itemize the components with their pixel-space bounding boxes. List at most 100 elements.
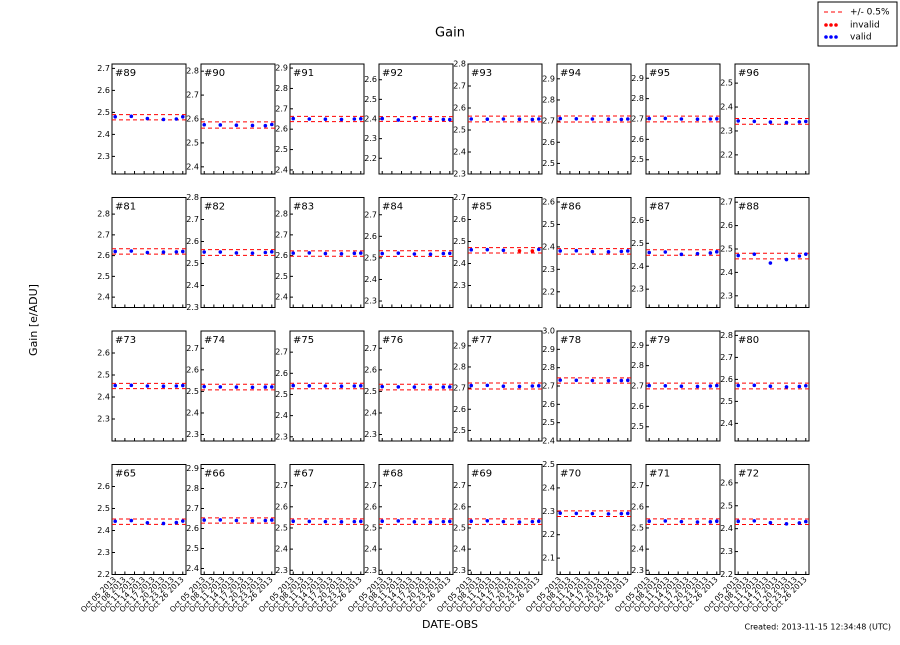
y-tick-label: 2.6 <box>720 221 733 230</box>
y-tick-label: 2.9 <box>275 64 288 73</box>
y-tick-label: 2.7 <box>275 481 288 490</box>
y-tick-label: 2.6 <box>364 502 377 511</box>
point-valid <box>647 116 652 121</box>
y-tick-label: 2.8 <box>542 95 555 104</box>
y-tick-label: 2.4 <box>453 259 466 268</box>
y-tick-label: 2.9 <box>453 341 466 350</box>
y-tick-label: 2.7 <box>720 353 733 362</box>
panel-label: #78 <box>560 335 581 346</box>
point-valid <box>250 123 255 128</box>
point-valid <box>606 378 611 383</box>
point-valid <box>129 518 134 523</box>
point-valid <box>291 116 296 121</box>
point-valid <box>358 519 363 524</box>
y-tick-label: 2.9 <box>631 74 644 83</box>
point-valid <box>161 250 166 254</box>
y-tick-label: 2.6 <box>364 365 377 374</box>
y-tick-label: 2.1 <box>542 554 555 563</box>
point-valid <box>574 511 579 516</box>
point-valid <box>307 117 312 121</box>
y-tick-label: 2.5 <box>542 460 555 469</box>
point-valid <box>218 385 223 389</box>
y-tick-label: 2.4 <box>275 165 288 174</box>
panel-label: #86 <box>560 202 581 213</box>
point-valid <box>291 251 296 255</box>
point-valid <box>517 520 522 524</box>
point-valid <box>784 385 789 389</box>
point-valid <box>380 116 385 121</box>
y-tick-label: 2.5 <box>275 390 288 399</box>
point-valid <box>234 518 239 523</box>
y-tick-label: 2.8 <box>275 210 288 219</box>
panel-frame <box>645 197 721 308</box>
point-valid <box>679 519 684 524</box>
point-valid <box>536 519 541 523</box>
y-tick-label: 2.5 <box>364 523 377 532</box>
point-valid <box>113 383 118 388</box>
y-tick-label: 2.4 <box>364 545 377 554</box>
panel-label: #67 <box>293 469 314 480</box>
y-tick-label: 2.5 <box>631 155 644 164</box>
point-valid <box>574 378 579 383</box>
point-valid <box>145 250 150 255</box>
panel-frame <box>378 197 454 308</box>
legend-label: +/- 0.5% <box>850 8 890 18</box>
point-valid <box>517 117 522 122</box>
panel-frame <box>289 197 365 308</box>
point-valid <box>263 518 268 523</box>
y-tick-label: 2.4 <box>720 524 733 533</box>
point-valid <box>708 384 713 388</box>
point-valid <box>485 383 490 388</box>
legend-marker <box>834 23 838 27</box>
y-tick-label: 2.8 <box>631 361 644 370</box>
point-valid <box>129 114 134 119</box>
point-valid <box>428 117 433 121</box>
point-valid <box>695 117 700 122</box>
panel-label: #76 <box>382 335 403 346</box>
point-valid <box>339 384 344 389</box>
point-valid <box>129 383 134 388</box>
point-valid <box>647 519 652 523</box>
point-valid <box>714 250 719 254</box>
point-valid <box>352 251 357 256</box>
y-tick-label: 2.5 <box>453 426 466 435</box>
y-tick-label: 2.5 <box>453 237 466 246</box>
point-valid <box>412 385 417 389</box>
point-valid <box>501 248 506 253</box>
y-tick-label: 2.4 <box>97 293 110 302</box>
point-valid <box>202 384 207 389</box>
point-valid <box>234 385 239 389</box>
y-tick-label: 2.6 <box>97 482 110 491</box>
panel-label: #89 <box>115 68 136 79</box>
point-valid <box>113 249 118 254</box>
y-tick-label: 2.7 <box>97 230 110 239</box>
y-tick-label: 2.3 <box>631 566 644 575</box>
point-valid <box>380 251 385 256</box>
point-valid <box>679 384 684 389</box>
point-valid <box>797 254 802 258</box>
legend-label: valid <box>850 33 872 43</box>
point-valid <box>174 117 179 121</box>
panel-frame <box>556 464 632 575</box>
panel-frame <box>111 63 187 175</box>
point-valid <box>752 252 757 256</box>
point-valid <box>752 119 757 124</box>
point-invalid <box>517 248 522 253</box>
panel-frame <box>467 330 543 442</box>
y-tick-label: 2.3 <box>186 303 199 312</box>
y-tick-label: 2.6 <box>453 502 466 511</box>
y-tick-label: 2.2 <box>542 530 555 539</box>
y-tick-label: 2.4 <box>542 437 555 446</box>
y-tick-label: 2.3 <box>631 285 644 294</box>
point-valid <box>234 251 239 255</box>
point-valid <box>469 248 474 252</box>
point-valid <box>380 519 385 523</box>
point-valid <box>428 252 433 257</box>
y-tick-label: 2.4 <box>97 130 110 139</box>
panel-frame <box>378 464 454 575</box>
point-valid <box>501 117 506 121</box>
point-valid <box>536 247 541 252</box>
y-tick-label: 2.3 <box>364 134 377 143</box>
y-tick-label: 2.6 <box>631 135 644 144</box>
point-valid <box>736 519 741 524</box>
